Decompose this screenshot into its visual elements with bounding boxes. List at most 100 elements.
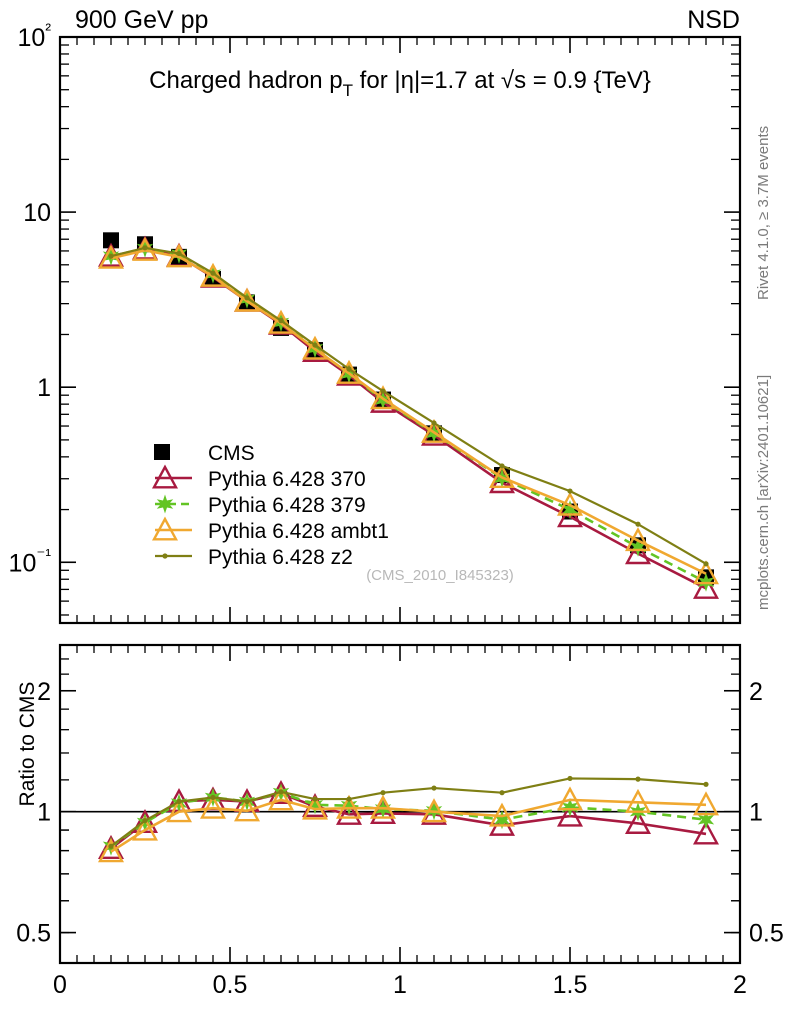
ratio-series-marker	[567, 775, 573, 782]
ratio-series-marker	[233, 797, 261, 822]
ratio-x-tick-label: 1.5	[553, 971, 588, 999]
main-series-marker	[561, 500, 579, 520]
main-series-4	[108, 245, 709, 567]
ratio-series-marker	[306, 795, 324, 815]
main-series-marker	[629, 537, 647, 557]
main-series-marker	[692, 560, 720, 585]
main-series-marker	[488, 463, 516, 489]
main-series-marker	[420, 418, 448, 443]
legend-item[interactable]: Pythia 6.428 370	[151, 464, 366, 491]
title-mid: for |η|=1.7 at	[353, 67, 501, 94]
main-series-marker	[380, 388, 386, 394]
legend-marker-triangle	[151, 516, 179, 541]
legend-item-label: Pythia 6.428 z2	[208, 546, 353, 569]
title-subscript: T	[343, 81, 353, 100]
main-series-marker	[703, 561, 709, 567]
main-series-marker	[244, 295, 250, 301]
main-series-line	[110, 246, 707, 565]
main-series-marker	[567, 488, 573, 494]
ratio-series-marker	[697, 810, 715, 830]
legend-marker-star	[156, 494, 174, 514]
title-pre: Charged hadron p	[149, 67, 342, 94]
ratio-series-marker	[199, 794, 227, 819]
ratio-series-marker	[165, 798, 193, 823]
main-y-tick-label: 10	[23, 199, 51, 227]
plot-title: Charged hadron pT for |η|=1.7 at √s = 0.…	[149, 67, 651, 100]
main-series-marker	[635, 521, 641, 527]
ratio-series-marker	[692, 820, 720, 845]
main-series-marker	[420, 421, 448, 446]
ratio-x-tick-label: 0	[53, 971, 67, 999]
legend-item[interactable]: Pythia 6.428 z2	[155, 546, 353, 569]
legend-item-label: Pythia 6.428 370	[208, 468, 366, 491]
main-y-tick-label: 10⁻¹	[9, 545, 52, 577]
main-series-marker	[312, 342, 318, 348]
main-series-marker	[369, 385, 397, 410]
ratio-series-marker	[380, 790, 386, 796]
ratio-series-marker	[312, 796, 318, 802]
ratio-series-marker	[420, 798, 448, 823]
ratio-x-tick-label: 0.5	[213, 971, 248, 999]
main-series-marker	[346, 366, 352, 372]
legend-item[interactable]: CMS	[154, 442, 255, 465]
header-left-label: 900 GeV pp	[75, 6, 208, 34]
main-panel: 10⁻¹ 1 10 10²	[9, 20, 742, 625]
main-series-marker	[108, 253, 114, 259]
ratio-series-marker	[556, 786, 584, 811]
main-series-marker	[624, 527, 652, 552]
ratio-x-tick-label: 1	[393, 971, 407, 999]
ratio-series-marker	[493, 810, 511, 830]
legend-item-label: Pythia 6.428 ambt1	[208, 520, 389, 543]
main-series-marker	[142, 245, 148, 251]
main-series-marker	[210, 270, 216, 276]
ratio-series-marker	[244, 798, 250, 805]
side-label-rivet: Rivet 4.1.0, ≥ 3.7M events	[755, 126, 772, 300]
ratio-y-tick-label-left: 1	[37, 799, 51, 827]
ratio-series-3	[108, 775, 709, 849]
ratio-series-marker	[335, 800, 363, 825]
legend-item[interactable]: Pythia 6.428 379	[155, 494, 366, 517]
main-series-marker	[278, 318, 284, 324]
main-series-marker	[267, 309, 295, 334]
ratio-series-marker	[97, 838, 125, 863]
plot-title-text: Charged hadron pT for |η|=1.7 at √s = 0.…	[149, 67, 651, 100]
legend-item-label: Pythia 6.428 379	[208, 494, 366, 517]
analysis-watermark: (CMS_2010_I845323)	[366, 567, 514, 584]
main-y-tick-label: 1	[37, 374, 51, 402]
main-series-marker	[556, 503, 584, 528]
ratio-series-marker	[346, 796, 352, 802]
main-series-marker	[199, 262, 227, 287]
ratio-series-marker	[210, 794, 216, 801]
ratio-x-tick-label: 2	[733, 971, 747, 999]
legend-item-label: CMS	[208, 442, 255, 465]
legend-marker-square	[154, 444, 170, 460]
ratio-series-marker	[624, 809, 652, 834]
main-y-tick-label: 10²	[18, 20, 52, 52]
main-series-marker	[499, 463, 505, 469]
ratio-series-line	[110, 777, 707, 848]
main-series-marker	[431, 420, 437, 426]
main-series-marker	[103, 232, 119, 249]
main-series-line	[110, 248, 707, 575]
ratio-series-marker	[635, 776, 641, 782]
ratio-y-tick-label-right: 2	[749, 678, 763, 706]
ratio-series-marker	[431, 785, 437, 791]
header-right-label: NSD	[687, 6, 740, 34]
ratio-series-marker	[369, 794, 397, 819]
legend-item[interactable]: Pythia 6.428 ambt1	[151, 516, 389, 543]
ratio-series-marker	[556, 802, 584, 827]
legend: CMS Pythia 6.428 370 Pythia 6.428 379 Pythi…	[151, 442, 389, 569]
main-series-marker	[624, 540, 652, 565]
ratio-series-marker	[335, 794, 363, 819]
ratio-series-2	[97, 786, 720, 863]
ratio-series-marker	[108, 843, 114, 849]
ratio-series-marker	[692, 791, 720, 816]
ratio-y-tick-label-left: 0.5	[16, 920, 51, 948]
ratio-axis-title: Ratio to CMS	[16, 682, 39, 807]
ratio-y-tick-label-right: 0.5	[749, 920, 784, 948]
ratio-series-marker	[131, 816, 159, 841]
main-series-marker	[97, 244, 125, 269]
